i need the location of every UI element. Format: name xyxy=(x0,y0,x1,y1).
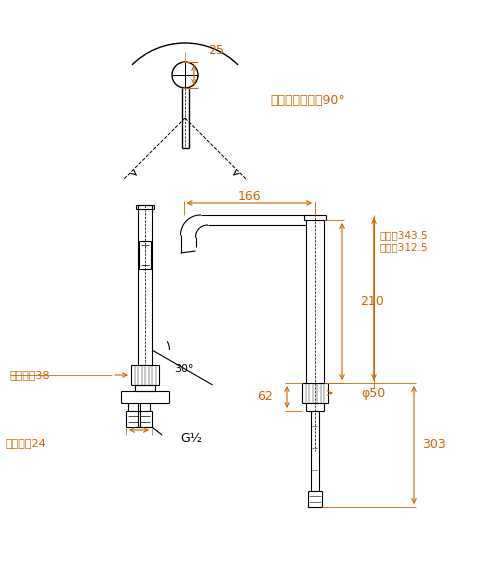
Text: 303: 303 xyxy=(422,438,446,452)
Text: G½: G½ xyxy=(180,433,202,445)
Text: 六觓対邂38: 六觓対邂38 xyxy=(10,370,50,380)
Text: 止水時312.5: 止水時312.5 xyxy=(379,242,428,252)
Text: 210: 210 xyxy=(360,295,384,308)
Text: 166: 166 xyxy=(238,189,261,203)
Text: 62: 62 xyxy=(257,390,273,404)
Text: ハンドル回転觓90°: ハンドル回転觓90° xyxy=(270,93,345,107)
Text: 30°: 30° xyxy=(174,364,194,374)
Text: φ50: φ50 xyxy=(361,387,385,400)
Text: 25: 25 xyxy=(208,44,224,57)
Text: 全開時343.5: 全開時343.5 xyxy=(379,230,428,240)
Text: 六觓対邂24: 六觓対邂24 xyxy=(5,438,46,448)
